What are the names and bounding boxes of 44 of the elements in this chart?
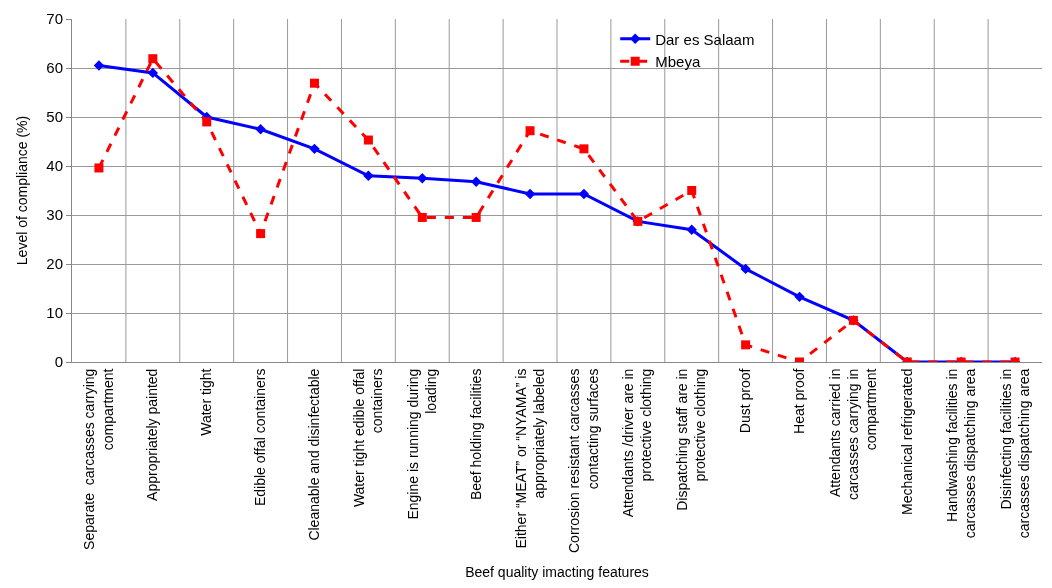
y-tick-label: 0 — [54, 353, 63, 371]
x-tick-label: Separate carcasses carrying compartment — [81, 368, 116, 550]
point — [94, 163, 104, 173]
x-axis-title: Beef quality imacting features — [465, 564, 649, 581]
x-tick-label: Edible offal containers — [252, 368, 269, 507]
x-tick-label: Attendants carried in carcasses carrying in compartment — [826, 368, 880, 501]
point — [363, 135, 373, 145]
point — [148, 54, 158, 64]
point — [794, 291, 805, 303]
point — [255, 124, 266, 135]
y-axis-title: Level of compliance (%) — [13, 115, 30, 266]
point — [93, 60, 105, 71]
point — [363, 170, 374, 181]
x-tick-label: Appropriately painted — [144, 368, 161, 501]
legend-label: Dar es Salaam — [655, 30, 755, 48]
x-tick-label: Beef holding facilities — [467, 368, 484, 501]
point — [417, 173, 428, 184]
x-tick-label: Heat proof — [791, 368, 808, 434]
y-tick-label: 50 — [46, 108, 63, 126]
y-tick-label: 10 — [46, 304, 63, 322]
point — [686, 224, 697, 235]
point — [687, 186, 697, 195]
point — [147, 67, 159, 79]
point — [579, 144, 589, 154]
y-tick-label: 70 — [46, 10, 63, 28]
legend-label: Mbeya — [655, 53, 701, 71]
point — [525, 126, 535, 136]
x-tick-label: Mechanical refrigerated — [898, 368, 915, 515]
point — [309, 143, 320, 155]
point — [417, 212, 427, 222]
point — [310, 78, 319, 88]
y-tick-label: 40 — [46, 157, 63, 175]
point — [741, 340, 751, 350]
point — [202, 117, 212, 127]
y-tick-label: 30 — [46, 206, 63, 224]
point — [471, 212, 481, 222]
point — [740, 263, 751, 275]
y-tick-label: 60 — [46, 59, 63, 77]
y-tick-label: 20 — [46, 255, 63, 273]
x-tick-label: Water tight — [198, 368, 215, 436]
x-tick-label: Cleanable and disinfectable — [306, 368, 323, 541]
point — [256, 229, 266, 239]
x-tick-label: Water tight edible offal containers — [350, 368, 386, 508]
x-tick-label: Dust proof — [737, 368, 754, 434]
